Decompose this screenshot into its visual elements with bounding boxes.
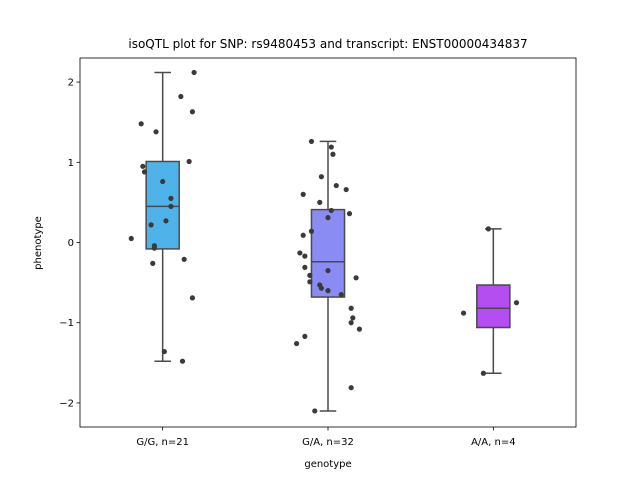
- data-point: [308, 228, 315, 234]
- data-point: [151, 245, 157, 251]
- data-point: [302, 264, 308, 270]
- data-point: [325, 267, 331, 274]
- data-point: [307, 272, 313, 278]
- data-point: [148, 222, 154, 228]
- data-point: [330, 151, 336, 157]
- chart-title: isoQTL plot for SNP: rs9480453 and trans…: [128, 37, 527, 51]
- data-point: [191, 69, 197, 76]
- x-tick-label: A/A, n=4: [471, 437, 516, 448]
- x-axis-title: genotype: [304, 459, 351, 470]
- data-point: [161, 348, 167, 355]
- data-point: [160, 178, 166, 185]
- data-point: [317, 199, 323, 205]
- y-axis: −2 −1 0 1 2: [59, 78, 80, 409]
- box-group: [145, 71, 180, 362]
- x-tick-label: G/A, n=32: [302, 437, 354, 448]
- box-group: [476, 228, 511, 375]
- data-point: [178, 93, 184, 100]
- data-point: [189, 295, 196, 301]
- data-point: [343, 186, 349, 193]
- y-tick-label: −2: [59, 398, 74, 409]
- data-point: [480, 370, 487, 376]
- data-point: [163, 218, 169, 224]
- data-point: [338, 292, 344, 298]
- box: [145, 160, 180, 250]
- data-point: [181, 256, 187, 262]
- data-point: [328, 144, 334, 150]
- data-point: [312, 408, 318, 414]
- y-axis-title: phenotype: [33, 216, 44, 270]
- x-tick-label: G/G, n=21: [136, 437, 189, 448]
- data-point: [460, 310, 467, 316]
- data-point: [302, 253, 308, 259]
- box-group: [310, 140, 346, 412]
- data-point: [353, 275, 359, 281]
- data-point: [302, 333, 308, 339]
- data-point: [168, 195, 174, 201]
- data-point: [150, 260, 156, 266]
- data-point: [308, 138, 315, 145]
- data-point: [328, 207, 334, 214]
- box: [310, 208, 346, 298]
- data-point: [141, 169, 148, 175]
- data-point: [179, 358, 186, 364]
- x-axis: G/G, n=21 G/A, n=32 A/A, n=4: [136, 427, 516, 448]
- y-tick-label: 1: [68, 158, 74, 169]
- plot-area: [128, 69, 520, 414]
- data-point: [346, 211, 353, 217]
- data-point: [297, 250, 303, 256]
- data-point: [348, 385, 354, 391]
- data-point: [513, 300, 520, 306]
- data-point: [325, 288, 331, 294]
- data-point: [333, 182, 339, 189]
- data-point: [348, 320, 354, 326]
- data-point: [307, 279, 313, 285]
- data-point: [128, 235, 134, 242]
- data-point: [138, 121, 144, 127]
- y-tick-label: 0: [68, 238, 74, 249]
- data-point: [293, 340, 300, 347]
- data-point: [300, 232, 306, 238]
- data-point: [140, 163, 146, 169]
- data-point: [318, 174, 324, 180]
- data-point: [186, 158, 192, 165]
- point-series: [293, 138, 363, 414]
- data-point: [318, 285, 324, 291]
- data-point: [189, 109, 196, 115]
- data-point: [350, 315, 356, 321]
- point-series: [460, 226, 520, 376]
- data-point: [485, 226, 491, 232]
- box: [476, 284, 511, 329]
- data-point: [356, 326, 363, 332]
- data-point: [300, 191, 306, 197]
- data-point: [325, 215, 331, 221]
- data-point: [168, 203, 174, 210]
- y-tick-label: 2: [68, 78, 74, 89]
- data-point: [153, 129, 159, 135]
- point-series: [128, 69, 197, 364]
- y-tick-label: −1: [59, 318, 74, 329]
- data-point: [348, 305, 354, 311]
